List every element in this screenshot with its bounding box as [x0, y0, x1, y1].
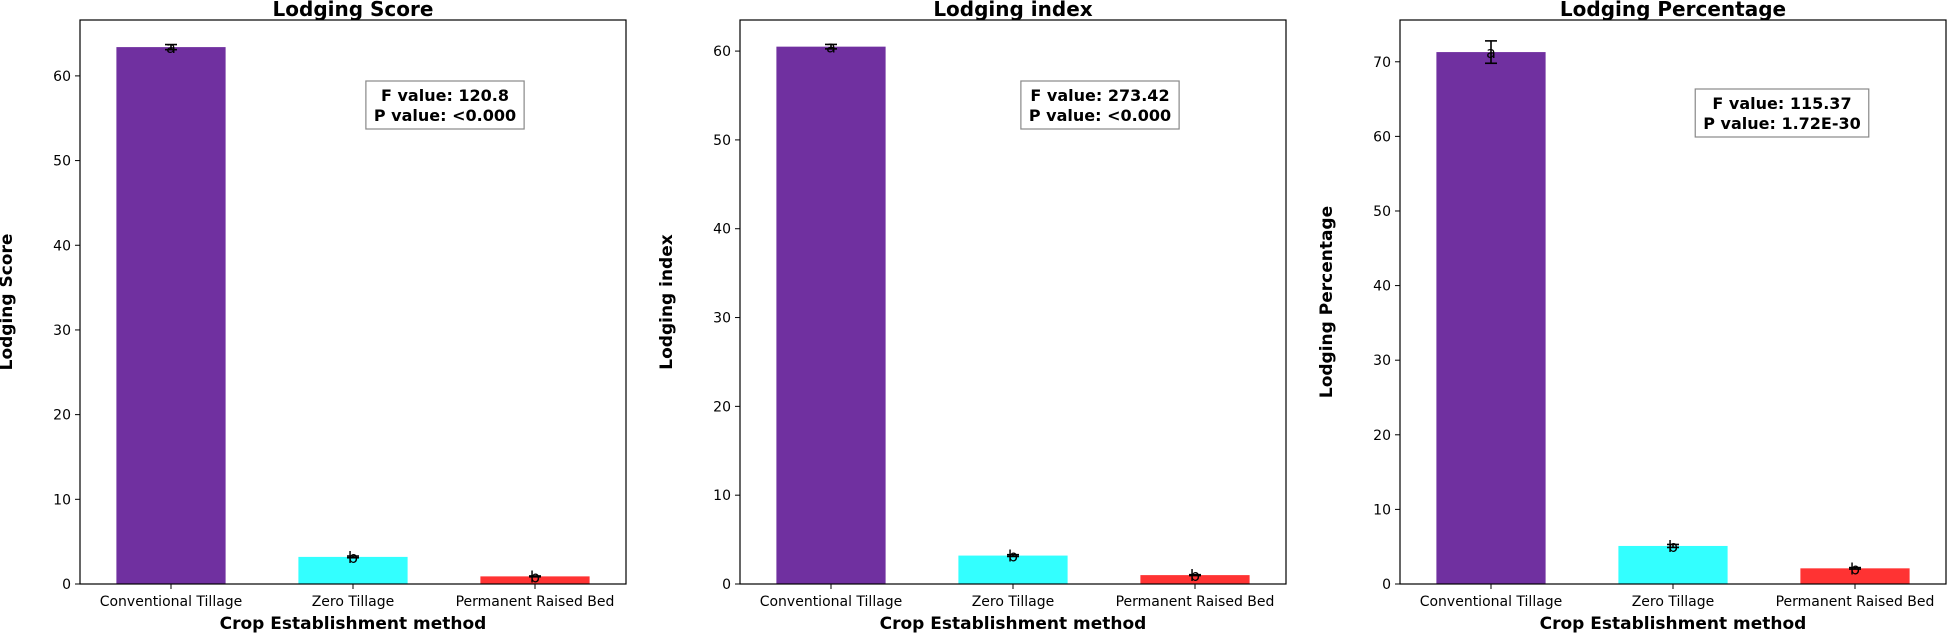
- chart-title: Lodging Percentage: [1560, 0, 1786, 21]
- y-tick-label: 0: [722, 577, 731, 593]
- stats-annotation: F value: 273.42P value: <0.000: [1020, 80, 1180, 130]
- y-tick-label: 60: [713, 44, 731, 60]
- f-value-text: F value: 120.8: [381, 86, 509, 105]
- error-bar: [1667, 543, 1679, 549]
- f-value-text: F value: 115.37: [1712, 94, 1851, 113]
- bar-conventional-tillage: [1436, 52, 1546, 585]
- bar-conventional-tillage: [776, 46, 886, 584]
- p-value-text: P value: 1.72E-30: [1703, 114, 1861, 133]
- significance-letter: b: [348, 548, 358, 567]
- error-bar: [1485, 40, 1497, 65]
- significance-letter: b: [1190, 566, 1200, 585]
- y-tick-label: 0: [1382, 577, 1391, 593]
- f-value-text: F value: 273.42: [1030, 86, 1169, 105]
- y-tick-label: 60: [53, 69, 71, 85]
- y-tick-label: 10: [1373, 502, 1391, 518]
- y-tick-label: 10: [53, 492, 71, 508]
- x-axis-label: Crop Establishment method: [220, 614, 487, 633]
- significance-letter: b: [1668, 537, 1678, 556]
- significance-letter: b: [530, 567, 540, 586]
- y-axis-label: Lodging index: [657, 234, 677, 369]
- x-tick-label: Conventional Tillage: [1420, 594, 1563, 610]
- chart-title: Lodging index: [933, 0, 1092, 21]
- y-tick-label: 40: [53, 238, 71, 254]
- x-axis-label: Crop Establishment method: [880, 614, 1147, 633]
- chart-lodging-index: Lodging index a b b 0 10 20 30 40 50 60 Conventiona…: [657, 0, 1287, 633]
- bar-permanent-raised-bed: [480, 576, 590, 584]
- x-tick-label: Permanent Raised Bed: [1116, 594, 1275, 610]
- p-value-text: P value: <0.000: [1029, 106, 1171, 125]
- y-tick-label: 40: [1373, 279, 1391, 295]
- bar-permanent-raised-bed: [1140, 575, 1250, 584]
- y-tick-label: 0: [62, 577, 71, 593]
- error-bar: [1189, 573, 1201, 577]
- y-tick-label: 10: [713, 488, 731, 504]
- y-tick-label: 50: [713, 133, 731, 149]
- error-bar: [165, 43, 177, 51]
- y-tick-label: 20: [1373, 428, 1391, 444]
- x-tick-label: Conventional Tillage: [100, 594, 243, 610]
- bar-zero-tillage: [298, 556, 408, 584]
- y-tick-label: 50: [1373, 204, 1391, 220]
- y-tick-label: 70: [1373, 55, 1391, 71]
- significance-letter: a: [166, 38, 176, 57]
- significance-letter: a: [826, 38, 836, 57]
- error-bar: [1007, 553, 1019, 558]
- y-tick-label: 20: [713, 399, 731, 415]
- x-tick-label: Zero Tillage: [1632, 594, 1715, 610]
- stats-annotation: F value: 120.8P value: <0.000: [365, 80, 525, 130]
- stats-annotation: F value: 115.37P value: 1.72E-30: [1694, 88, 1870, 138]
- y-tick-label: 20: [53, 408, 71, 424]
- significance-letter: a: [1486, 43, 1496, 62]
- x-tick-label: Zero Tillage: [312, 594, 395, 610]
- chart-lodging-percentage: Lodging Percentage a b b 0 10 20 30 40 50 60 70 Conv…: [1317, 0, 1947, 633]
- chart-title: Lodging Score: [273, 0, 434, 21]
- bar-zero-tillage: [1618, 545, 1728, 584]
- y-tick-label: 30: [53, 323, 71, 339]
- error-bar: [825, 43, 837, 50]
- y-tick-label: 30: [713, 311, 731, 327]
- significance-letter: b: [1850, 559, 1860, 578]
- error-bar: [347, 555, 359, 559]
- y-tick-label: 50: [53, 154, 71, 170]
- y-axis-label: Lodging Score: [0, 234, 17, 371]
- p-value-text: P value: <0.000: [374, 106, 516, 125]
- y-axis-label: Lodging Percentage: [1317, 206, 1337, 398]
- chart-lodging-score: Lodging Score a b b 0 10 20 30 40 50 60 Conventiona…: [0, 0, 627, 633]
- x-axis-label: Crop Establishment method: [1540, 614, 1807, 633]
- y-tick-label: 60: [1373, 129, 1391, 145]
- y-tick-label: 40: [713, 222, 731, 238]
- error-bar: [1849, 566, 1861, 570]
- bar-conventional-tillage: [116, 47, 226, 584]
- significance-letter: b: [1008, 547, 1018, 566]
- bar-permanent-raised-bed: [1800, 568, 1910, 584]
- x-tick-label: Permanent Raised Bed: [456, 594, 615, 610]
- error-bar: [529, 575, 541, 578]
- y-tick-label: 30: [1373, 353, 1391, 369]
- bar-zero-tillage: [958, 555, 1068, 584]
- x-tick-label: Conventional Tillage: [760, 594, 903, 610]
- x-tick-label: Permanent Raised Bed: [1776, 594, 1935, 610]
- x-tick-label: Zero Tillage: [972, 594, 1055, 610]
